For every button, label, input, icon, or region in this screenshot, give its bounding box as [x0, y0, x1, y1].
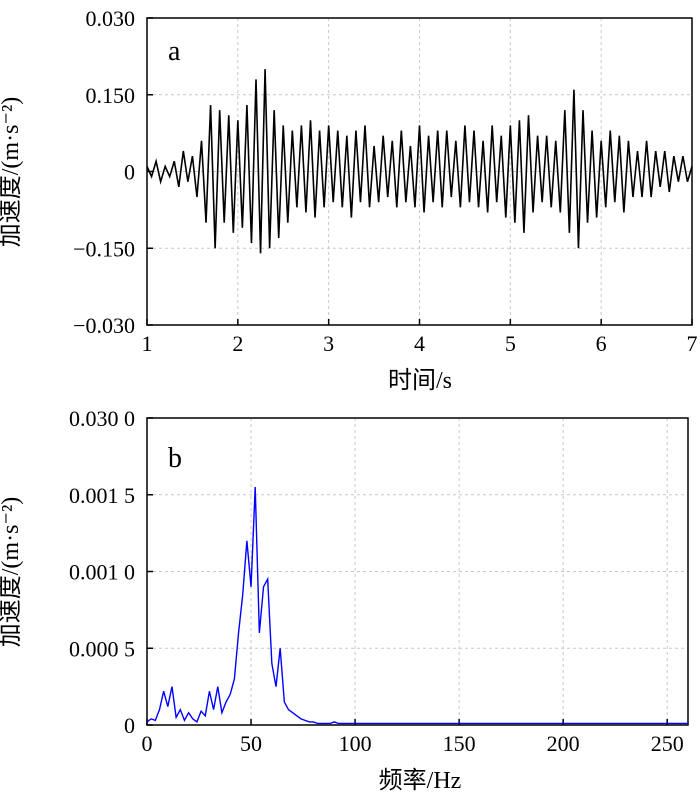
- panel-a-grid: [147, 18, 692, 325]
- x-tick-label: 50: [240, 731, 262, 756]
- x-tick-label: 1: [142, 331, 153, 356]
- panel-a-xlabel: 时间/s: [388, 367, 452, 394]
- panel-b-grid: [147, 418, 688, 725]
- panel-a-series-line: [146, 69, 693, 254]
- x-tick-label: 250: [651, 731, 684, 756]
- panel-b: 0 50 100 150 200 250 0.030 0 0.001 5 0.001 0 0.00…: [0, 406, 689, 794]
- y-tick-label: 0.030: [86, 6, 136, 31]
- panel-b-xlabel: 频率/Hz: [379, 767, 462, 794]
- y-tick-label: 0.001 5: [69, 483, 135, 508]
- x-tick-label: 6: [596, 331, 607, 356]
- x-tick-label: 5: [505, 331, 516, 356]
- panel-a-ylabel: 加速度/(m·s⁻²): [0, 97, 24, 248]
- y-tick-label: 0: [124, 160, 135, 185]
- x-tick-label: 150: [443, 731, 476, 756]
- panel-a: 1 2 3 4 5 6 7 0.030 0.150 0 −0.150 −0.030 a 时间/s 加速…: [0, 6, 698, 394]
- y-tick-label: 0.000 5: [69, 636, 135, 661]
- x-tick-label: 3: [323, 331, 334, 356]
- panel-b-ylabel: 加速度/(m·s⁻²): [0, 497, 24, 648]
- y-tick-label: −0.150: [73, 236, 135, 261]
- x-tick-label: 200: [547, 731, 580, 756]
- x-tick-label: 2: [232, 331, 243, 356]
- panel-a-ticks: 1 2 3 4 5 6 7 0.030 0.150 0 −0.150 −0.030: [73, 6, 697, 356]
- x-tick-label: 100: [339, 731, 372, 756]
- y-tick-label: 0: [124, 713, 135, 738]
- x-tick-label: 0: [142, 731, 153, 756]
- panel-b-label: b: [168, 443, 182, 474]
- panel-a-label: a: [168, 36, 181, 67]
- y-tick-label: −0.030: [73, 313, 135, 338]
- x-tick-label: 7: [687, 331, 698, 356]
- y-tick-label: 0.030 0: [69, 406, 135, 431]
- y-tick-label: 0.150: [86, 83, 136, 108]
- y-tick-label: 0.001 0: [69, 560, 135, 585]
- x-tick-label: 4: [414, 331, 425, 356]
- panel-b-series-line: [146, 487, 688, 725]
- panel-b-ticks: 0 50 100 150 200 250 0.030 0 0.001 5 0.001 0 0.00…: [69, 406, 684, 756]
